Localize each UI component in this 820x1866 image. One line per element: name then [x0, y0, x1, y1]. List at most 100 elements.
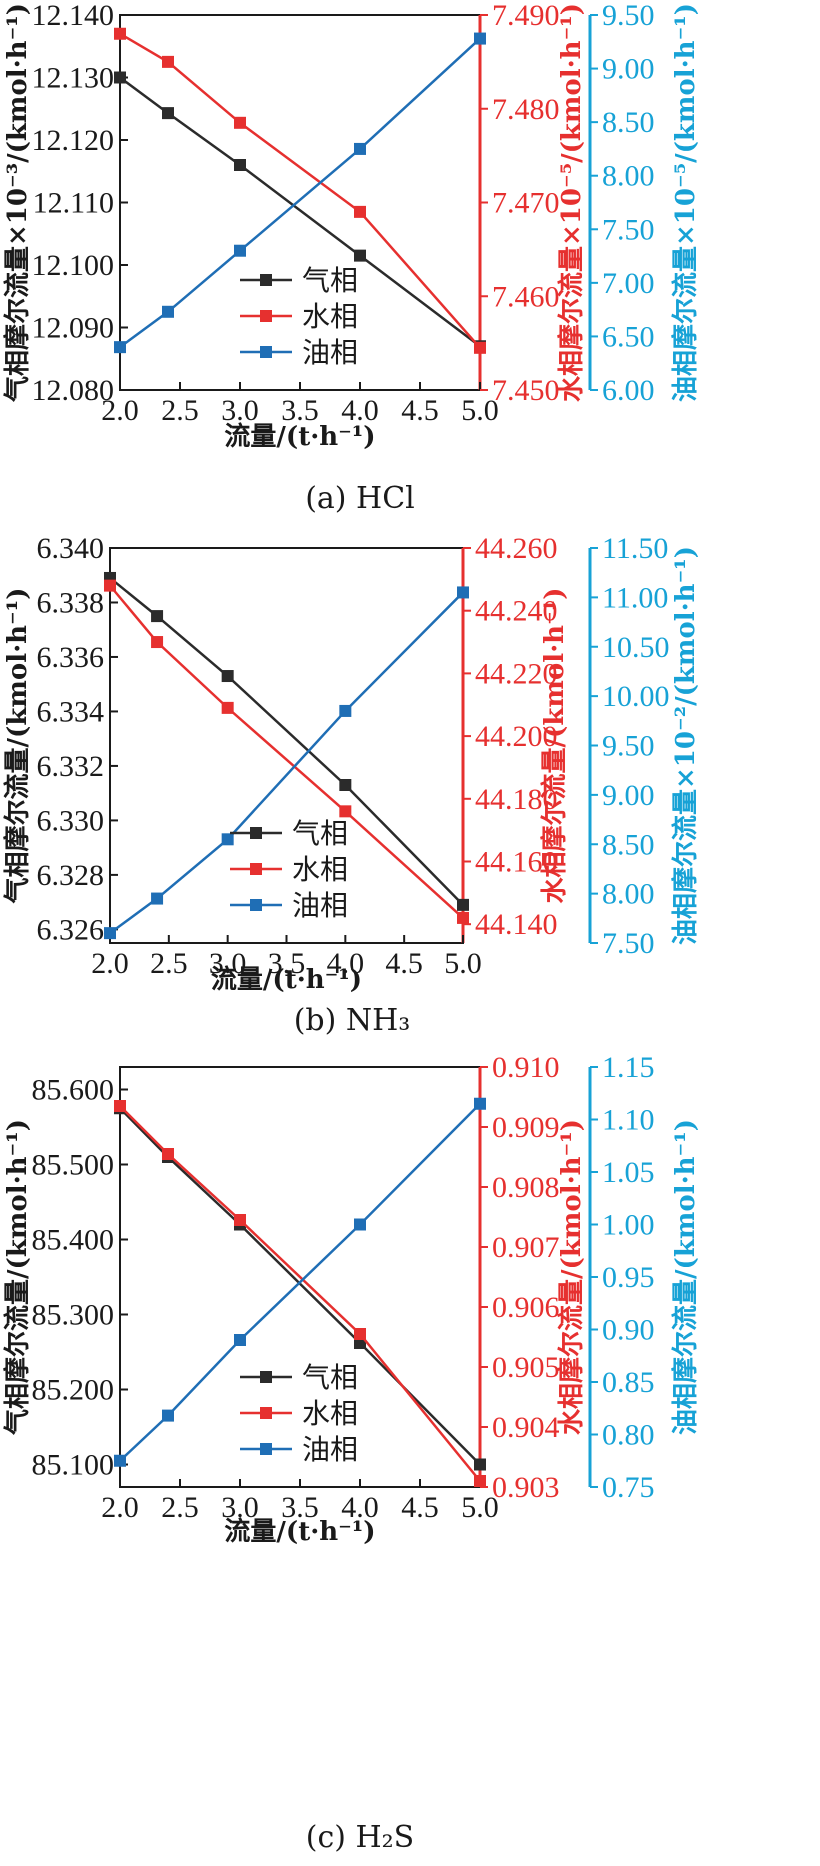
legend-marker — [260, 1371, 272, 1383]
x-axis-label: 流量/(t·h⁻¹) — [224, 422, 375, 452]
water-tick-label: 0.903 — [492, 1471, 560, 1504]
plot-frame — [119, 14, 481, 391]
series-line-right1 — [109, 584, 464, 919]
legend-marker — [260, 310, 272, 322]
oil-tick-label: 6.00 — [602, 374, 655, 407]
data-point-right2 — [114, 1454, 126, 1467]
water-tick-label: 0.905 — [492, 1351, 560, 1384]
data-point-right2 — [162, 305, 174, 318]
left-tick-label: 6.328 — [37, 859, 105, 892]
oil-axis-label: 油相摩尔流量/(kmol·h⁻¹) — [670, 1119, 701, 1435]
left-tick-label: 12.100 — [32, 249, 115, 282]
x-tick-label: 2.5 — [161, 394, 199, 427]
data-point-right1 — [114, 1100, 126, 1112]
data-point-right2 — [221, 833, 234, 846]
legend-label: 气相 — [302, 1361, 358, 1394]
oil-tick-label: 11.50 — [602, 532, 668, 565]
data-point-right1 — [474, 341, 486, 354]
x-tick-label: 4.0 — [341, 1491, 379, 1524]
chart-panel-nh3: 2.0 2.5 3.0 3.5 4.0 4.5 5.0 6.340 6.338 6.336 6.33… — [2, 532, 701, 995]
oil-tick-label: 7.50 — [602, 927, 655, 960]
chart-panel-h2s: 2.0 2.5 3.0 3.5 4.0 4.5 5.0 85.600 85.500 85.400 8… — [2, 1051, 701, 1547]
data-point-right2 — [151, 892, 164, 905]
oil-tick-label: 8.00 — [602, 160, 655, 193]
data-point-right2 — [474, 32, 486, 45]
oil-tick-label: 1.00 — [602, 1209, 655, 1242]
data-point-right1 — [114, 27, 126, 40]
water-tick-label: 44.200 — [475, 720, 558, 753]
x-tick-label: 2.0 — [101, 394, 139, 427]
data-point-right2 — [234, 244, 246, 257]
data-point-right2 — [162, 1409, 174, 1422]
legend-label: 水相 — [302, 1397, 358, 1430]
data-point-right2 — [457, 586, 469, 599]
data-point-right2 — [104, 927, 116, 940]
data-point-right1 — [221, 701, 234, 714]
x-tick-label: 4.0 — [341, 394, 379, 427]
legend-label: 气相 — [302, 264, 358, 297]
legend-label: 气相 — [292, 817, 348, 850]
x-tick-label: 3.0 — [221, 1491, 259, 1524]
oil-axis-label: 油相摩尔流量×10⁻⁵/(kmol·h⁻¹) — [670, 3, 701, 402]
left-tick-label: 6.338 — [37, 586, 105, 619]
left-tick-label: 12.120 — [32, 124, 115, 157]
left-tick-label: 85.200 — [32, 1374, 115, 1407]
series-line-right2 — [119, 37, 481, 349]
left-tick-label: 85.100 — [32, 1449, 115, 1482]
water-tick-label: 44.240 — [475, 595, 558, 628]
oil-tick-label: 1.15 — [602, 1051, 655, 1084]
water-tick-label: 7.490 — [492, 0, 560, 32]
left-axis-label: 气相摩尔流量/(kmol·h⁻¹) — [2, 588, 33, 905]
left-tick-label: 12.110 — [33, 187, 114, 220]
legend-marker — [250, 863, 262, 875]
series-line-left — [109, 576, 464, 906]
data-point-left — [234, 159, 246, 171]
oil-tick-label: 10.50 — [602, 631, 670, 664]
data-point-left — [354, 249, 366, 262]
legend-marker — [250, 827, 262, 839]
caption-nh3: (b) NH₃ — [294, 1003, 411, 1038]
data-point-left — [162, 107, 174, 120]
left-tick-label: 6.336 — [37, 641, 105, 674]
data-point-left — [221, 670, 234, 683]
data-point-right1 — [474, 1475, 486, 1487]
water-tick-label: 0.910 — [492, 1051, 560, 1084]
oil-tick-label: 6.50 — [602, 320, 655, 353]
legend-marker — [250, 899, 262, 911]
data-point-right1 — [151, 636, 164, 649]
left-tick-label: 85.600 — [32, 1074, 115, 1107]
legend-marker — [260, 1443, 272, 1455]
left-tick-label: 12.140 — [32, 0, 115, 32]
left-axis-label: 气相摩尔流量×10⁻³/(kmol·h⁻¹) — [2, 3, 33, 403]
data-point-left — [474, 1458, 486, 1471]
oil-tick-label: 9.00 — [602, 53, 655, 86]
water-axis-label: 水相摩尔流量/(kmol·h⁻¹) — [539, 588, 570, 904]
oil-tick-label: 8.50 — [602, 828, 655, 861]
x-tick-label: 3.5 — [281, 1491, 319, 1524]
x-tick-label: 2.5 — [150, 947, 188, 980]
left-tick-label: 6.332 — [37, 750, 105, 783]
data-point-right1 — [457, 911, 469, 924]
left-tick-label: 12.130 — [32, 62, 115, 95]
x-tick-label: 5.0 — [461, 1491, 499, 1524]
oil-axis-label: 油相摩尔流量×10⁻²/(kmol·h⁻¹) — [670, 546, 701, 945]
legend-label: 水相 — [302, 300, 358, 333]
oil-tick-label: 0.90 — [602, 1314, 655, 1347]
left-tick-label: 12.090 — [32, 312, 115, 345]
water-tick-label: 44.220 — [475, 657, 558, 690]
data-point-right2 — [474, 1097, 486, 1110]
x-tick-label: 5.0 — [444, 947, 482, 980]
series-line-right1 — [119, 32, 481, 349]
data-point-left — [114, 71, 126, 84]
x-axis-label: 流量/(t·h⁻¹) — [211, 965, 362, 995]
left-tick-label: 12.080 — [32, 374, 115, 407]
caption-h2s: (c) H₂S — [306, 1820, 415, 1855]
water-tick-label: 44.180 — [475, 783, 558, 816]
data-point-left — [457, 898, 469, 911]
plot-frame — [109, 547, 464, 944]
x-tick-label: 2.0 — [91, 947, 129, 980]
left-tick-label: 85.300 — [32, 1299, 115, 1332]
water-tick-label: 0.906 — [492, 1291, 560, 1324]
data-point-right2 — [354, 1218, 366, 1231]
